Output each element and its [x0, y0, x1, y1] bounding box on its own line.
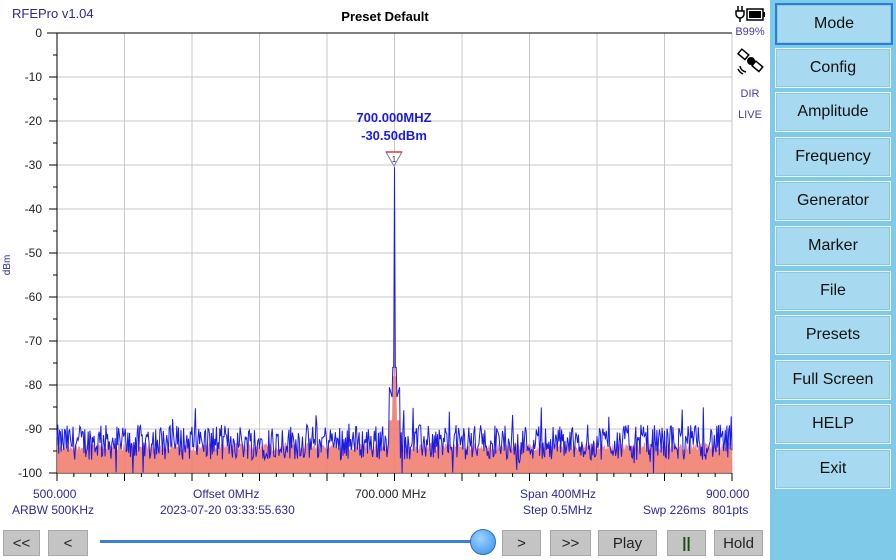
y-tick-label: -60 [25, 290, 43, 304]
sweep-label: Swp 226ms 801pts [643, 503, 749, 517]
marker-freq-label: 700.000MHZ [356, 110, 431, 125]
menu-button-help[interactable]: HELP [775, 404, 891, 445]
spectrum-chart: 0 -10 -20 -30 -40 -50 -60 -70 -80 -90 -100 dBm 700… [2, 26, 733, 481]
menu-button-frequency[interactable]: Frequency [775, 136, 891, 177]
app-title: RFEPro v1.04 [12, 6, 94, 21]
offset-label: Offset 0MHz [193, 487, 260, 501]
battery-status: B99% [735, 26, 765, 38]
y-tick-label: -90 [25, 422, 43, 436]
play-button[interactable]: Play [598, 530, 657, 556]
rbw-label: ARBW 500KHz [12, 503, 95, 517]
realtime-trace [56, 167, 733, 474]
y-tick-label: 0 [35, 26, 42, 40]
history-slider[interactable] [100, 540, 485, 543]
y-tick-label: -20 [25, 114, 43, 128]
menu-button-mode[interactable]: Mode [775, 3, 893, 45]
side-menu: Mode Config Amplitude Frequency Generator Mar… [770, 0, 896, 560]
menu-button-config[interactable]: Config [775, 47, 891, 88]
y-tick-label: -50 [25, 246, 43, 260]
y-tick-label: -30 [25, 158, 43, 172]
y-tick-label: -100 [18, 466, 42, 480]
next-button[interactable]: > [502, 530, 541, 556]
live-status: LIVE [738, 109, 762, 121]
hold-button[interactable]: Hold [714, 530, 763, 556]
y-tick-label: -80 [25, 378, 43, 392]
start-frequency: 500.000 [33, 487, 77, 501]
marker-1-icon[interactable]: 1 [385, 151, 403, 168]
stop-frequency: 900.000 [706, 487, 750, 501]
menu-button-exit[interactable]: Exit [775, 449, 891, 489]
dir-status: DIR [740, 88, 760, 100]
prev-button[interactable]: < [48, 530, 88, 556]
center-frequency: 700.000 MHz [355, 487, 427, 501]
menu-button-marker[interactable]: Marker [775, 226, 891, 266]
span-label: Span 400MHz [520, 487, 597, 501]
y-tick-label: -10 [25, 70, 43, 84]
chart-title: Preset Default [341, 9, 429, 24]
battery-plug-icon [734, 4, 766, 24]
menu-button-generator[interactable]: Generator [775, 181, 891, 222]
menu-button-file[interactable]: File [775, 270, 891, 311]
y-axis-label: dBm [2, 255, 13, 276]
menu-button-presets[interactable]: Presets [775, 315, 891, 356]
history-slider-thumb[interactable] [470, 529, 496, 555]
last-button[interactable]: >> [550, 530, 591, 556]
y-tick-label: -40 [25, 202, 43, 216]
marker-number: 1 [392, 155, 397, 164]
menu-button-full-screen[interactable]: Full Screen [775, 359, 891, 400]
step-label: Step 0.5MHz [523, 503, 593, 517]
timestamp: 2023-07-20 03:33:55.630 [160, 503, 295, 517]
satellite-icon [736, 46, 766, 76]
marker-level-label: -30.50dBm [361, 128, 427, 143]
y-tick-label: -70 [25, 334, 43, 348]
pause-button[interactable]: || [667, 530, 706, 556]
y-ticks: 0 -10 -20 -30 -40 -50 -60 -70 -80 -90 -100 [18, 26, 42, 480]
first-button[interactable]: << [3, 530, 40, 556]
average-fill [57, 167, 732, 473]
menu-button-amplitude[interactable]: Amplitude [775, 92, 891, 133]
